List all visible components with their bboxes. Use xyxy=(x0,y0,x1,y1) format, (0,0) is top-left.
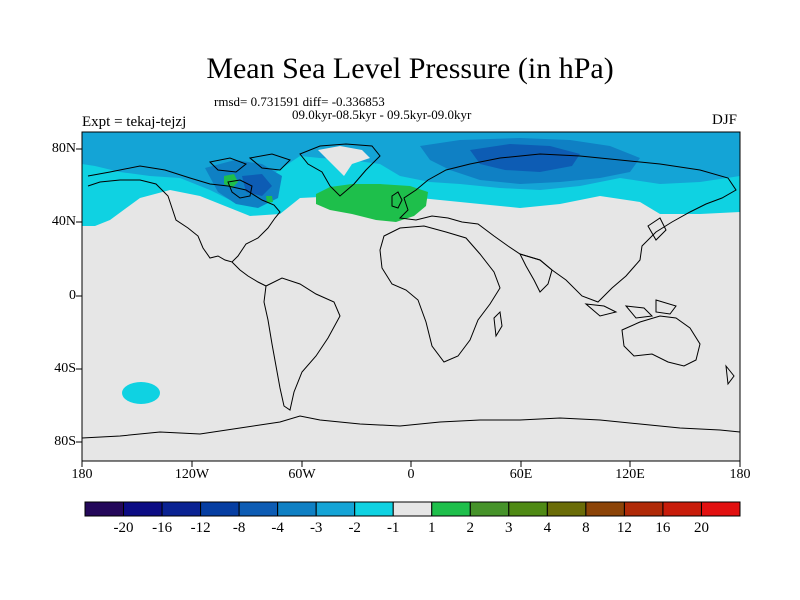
coast-south-america xyxy=(263,277,341,411)
colorbar-cell xyxy=(546,501,587,517)
contour-pos1-hudson-small xyxy=(266,196,273,203)
colorbar-cell xyxy=(623,501,664,517)
colorbar-label: 12 xyxy=(616,520,632,536)
coast-antarctica xyxy=(81,415,741,439)
coast-hudson-bay xyxy=(227,179,253,199)
coast-indonesia xyxy=(584,299,677,319)
colorbar-cell xyxy=(315,501,356,517)
season-label: DJF xyxy=(712,112,738,128)
colorbar-label: 2 xyxy=(466,520,475,536)
lon-tick-180e: 180 xyxy=(729,467,751,482)
axis-ticks xyxy=(76,148,741,467)
lon-tick-60e: 60E xyxy=(509,467,533,482)
colorbar-cell xyxy=(585,501,625,517)
period-label: 09.0kyr-08.5kyr - 09.5kyr-09.0kyr xyxy=(292,107,472,122)
colorbar-cell xyxy=(277,501,317,517)
colorbar-cell xyxy=(431,501,471,517)
lat-tick-0: 0 xyxy=(69,288,76,303)
lon-tick-180w: 180 xyxy=(71,467,93,482)
colorbar-label: 4 xyxy=(543,520,552,536)
colorbar-cell xyxy=(238,501,279,517)
lat-tick-40s: 40S xyxy=(54,361,76,376)
contour-neg4-canada xyxy=(242,174,272,196)
colorbar-label: 3 xyxy=(505,520,513,536)
colorbar-label: 8 xyxy=(582,520,590,536)
contour-neg1-south-pacific xyxy=(122,382,160,404)
colorbar-cell xyxy=(161,501,202,517)
lon-tick-60w: 60W xyxy=(288,467,316,482)
colorbar-label: 16 xyxy=(655,520,671,536)
lon-tick-120e: 120E xyxy=(615,467,645,482)
colorbar-label: -2 xyxy=(348,520,361,536)
colorbar-cell xyxy=(392,501,433,517)
coast-greenland xyxy=(299,143,381,197)
coast-madagascar xyxy=(493,310,503,338)
coast-north-america xyxy=(87,165,281,263)
coast-arctic-islands xyxy=(208,153,291,173)
colorbar-label: -8 xyxy=(232,520,246,536)
experiment-label: Expt = tekaj-tejzj xyxy=(82,114,187,130)
coast-new-zealand xyxy=(725,364,735,386)
colorbar-cell xyxy=(469,501,510,517)
coast-africa xyxy=(379,225,501,363)
coast-japan xyxy=(647,217,667,241)
colorbar-label: -4 xyxy=(271,520,284,536)
lat-tick-40n: 40N xyxy=(51,214,76,229)
colorbar-label: 1 xyxy=(428,520,436,536)
coast-britain xyxy=(391,191,403,209)
lat-tick-80s: 80S xyxy=(54,434,76,449)
contour-pos1-atlantic xyxy=(316,184,428,222)
colorbar-label: -16 xyxy=(152,520,173,536)
colorbar-label: -20 xyxy=(113,520,134,536)
colorbar-label: -12 xyxy=(190,520,211,536)
colorbar-label: 20 xyxy=(694,520,709,536)
colorbar-cell xyxy=(84,501,125,517)
colorbar-cell xyxy=(200,501,240,517)
lon-tick-120w: 120W xyxy=(174,467,210,482)
rmsd-diff-stats: rmsd= 0.731591 diff= -0.336853 xyxy=(214,94,385,109)
colorbar-cell xyxy=(508,501,548,517)
contour-greenland-neutral xyxy=(318,146,370,176)
lon-tick-0: 0 xyxy=(407,467,415,482)
colorbar-cell xyxy=(700,501,741,517)
colorbar-cell xyxy=(662,501,702,517)
colorbar-label: -1 xyxy=(386,520,400,536)
colorbar xyxy=(84,501,741,517)
coast-australia xyxy=(621,315,701,367)
coast-india xyxy=(519,253,553,293)
contour-neg3-canada xyxy=(205,160,282,208)
contour-neg4-core xyxy=(470,144,580,172)
lat-tick-80n: 80N xyxy=(51,141,76,156)
colorbar-cell xyxy=(123,501,163,517)
coast-central-america xyxy=(231,261,267,287)
colorbar-cell xyxy=(354,501,394,517)
colorbar-label: -3 xyxy=(309,520,323,536)
map-title: Mean Sea Level Pressure (in hPa) xyxy=(206,52,614,85)
coastlines xyxy=(81,143,741,439)
